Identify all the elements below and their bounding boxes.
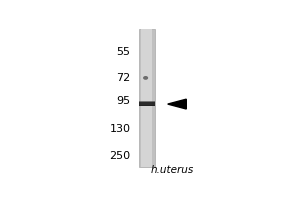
Bar: [139, 105, 155, 106]
Bar: [139, 105, 155, 106]
Text: 250: 250: [110, 151, 130, 161]
Bar: [139, 101, 155, 102]
Bar: [139, 101, 155, 102]
Text: 130: 130: [110, 124, 130, 134]
Bar: [139, 101, 155, 102]
Bar: [141, 29, 152, 167]
Bar: [139, 102, 155, 106]
Bar: [139, 105, 155, 106]
Text: 55: 55: [116, 47, 130, 57]
Bar: [139, 101, 155, 102]
Text: h.uterus: h.uterus: [151, 165, 194, 175]
Text: 72: 72: [116, 73, 130, 83]
Polygon shape: [168, 99, 186, 109]
Bar: [139, 101, 155, 102]
Text: 95: 95: [116, 96, 130, 106]
Ellipse shape: [143, 76, 148, 80]
Bar: [139, 105, 155, 106]
Bar: [139, 29, 155, 167]
Bar: [139, 105, 155, 106]
